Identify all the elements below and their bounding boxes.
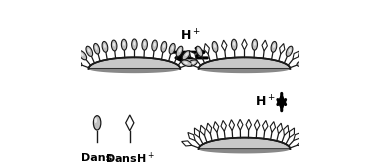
Ellipse shape	[212, 41, 218, 52]
Ellipse shape	[102, 41, 108, 52]
Polygon shape	[199, 149, 290, 153]
Ellipse shape	[187, 60, 197, 66]
Ellipse shape	[171, 46, 174, 50]
Ellipse shape	[214, 44, 216, 48]
Polygon shape	[242, 39, 247, 50]
Ellipse shape	[301, 62, 305, 64]
Ellipse shape	[271, 41, 277, 52]
Ellipse shape	[93, 44, 100, 54]
Text: H$^+$: H$^+$	[180, 28, 200, 44]
Ellipse shape	[133, 41, 135, 46]
Ellipse shape	[123, 42, 125, 46]
Polygon shape	[188, 133, 195, 140]
Ellipse shape	[196, 46, 203, 56]
Ellipse shape	[161, 41, 167, 52]
Ellipse shape	[289, 49, 291, 52]
Ellipse shape	[297, 60, 307, 66]
Polygon shape	[283, 125, 289, 135]
Polygon shape	[126, 115, 134, 131]
Ellipse shape	[142, 39, 147, 50]
Polygon shape	[263, 120, 268, 131]
Polygon shape	[246, 119, 252, 130]
Polygon shape	[229, 120, 234, 131]
Text: Dans: Dans	[81, 153, 113, 163]
Polygon shape	[199, 138, 290, 149]
Ellipse shape	[111, 40, 117, 51]
Ellipse shape	[179, 49, 181, 52]
Polygon shape	[255, 120, 260, 131]
Ellipse shape	[252, 39, 258, 50]
Polygon shape	[195, 128, 200, 138]
Ellipse shape	[104, 44, 106, 48]
Polygon shape	[270, 122, 276, 132]
Polygon shape	[189, 51, 196, 59]
Polygon shape	[238, 119, 243, 130]
Ellipse shape	[191, 62, 195, 64]
Ellipse shape	[152, 40, 157, 51]
Ellipse shape	[131, 39, 137, 50]
Ellipse shape	[86, 46, 93, 56]
Polygon shape	[199, 57, 290, 69]
Polygon shape	[206, 123, 212, 134]
Polygon shape	[200, 125, 205, 135]
Polygon shape	[262, 40, 268, 51]
Ellipse shape	[198, 49, 200, 52]
Ellipse shape	[81, 53, 84, 56]
Ellipse shape	[182, 60, 192, 66]
Polygon shape	[89, 57, 180, 69]
Polygon shape	[290, 128, 294, 138]
Polygon shape	[297, 141, 307, 146]
Ellipse shape	[79, 51, 87, 60]
Ellipse shape	[93, 116, 101, 130]
Polygon shape	[294, 133, 301, 140]
Polygon shape	[199, 69, 290, 73]
Ellipse shape	[233, 42, 235, 46]
Polygon shape	[89, 69, 180, 73]
Ellipse shape	[286, 46, 293, 56]
Ellipse shape	[121, 39, 127, 50]
Ellipse shape	[95, 46, 98, 50]
Ellipse shape	[113, 43, 115, 47]
Polygon shape	[222, 40, 227, 51]
Polygon shape	[280, 44, 285, 54]
Ellipse shape	[176, 46, 183, 56]
Polygon shape	[277, 123, 283, 134]
Ellipse shape	[94, 118, 97, 123]
Polygon shape	[293, 51, 299, 59]
Polygon shape	[214, 122, 219, 132]
Ellipse shape	[163, 44, 165, 48]
Polygon shape	[221, 120, 226, 131]
Ellipse shape	[144, 42, 146, 46]
Text: DansH$^+$: DansH$^+$	[105, 151, 155, 166]
Ellipse shape	[74, 62, 78, 64]
Ellipse shape	[154, 43, 156, 47]
Ellipse shape	[169, 44, 175, 54]
Ellipse shape	[182, 51, 190, 60]
Ellipse shape	[273, 44, 275, 48]
Ellipse shape	[231, 39, 237, 50]
Text: H$^+$: H$^+$	[255, 94, 276, 110]
Ellipse shape	[185, 53, 188, 56]
Ellipse shape	[71, 60, 82, 66]
Polygon shape	[204, 44, 209, 54]
Polygon shape	[182, 141, 192, 146]
Ellipse shape	[88, 49, 90, 52]
Ellipse shape	[254, 42, 256, 46]
Ellipse shape	[184, 62, 188, 64]
